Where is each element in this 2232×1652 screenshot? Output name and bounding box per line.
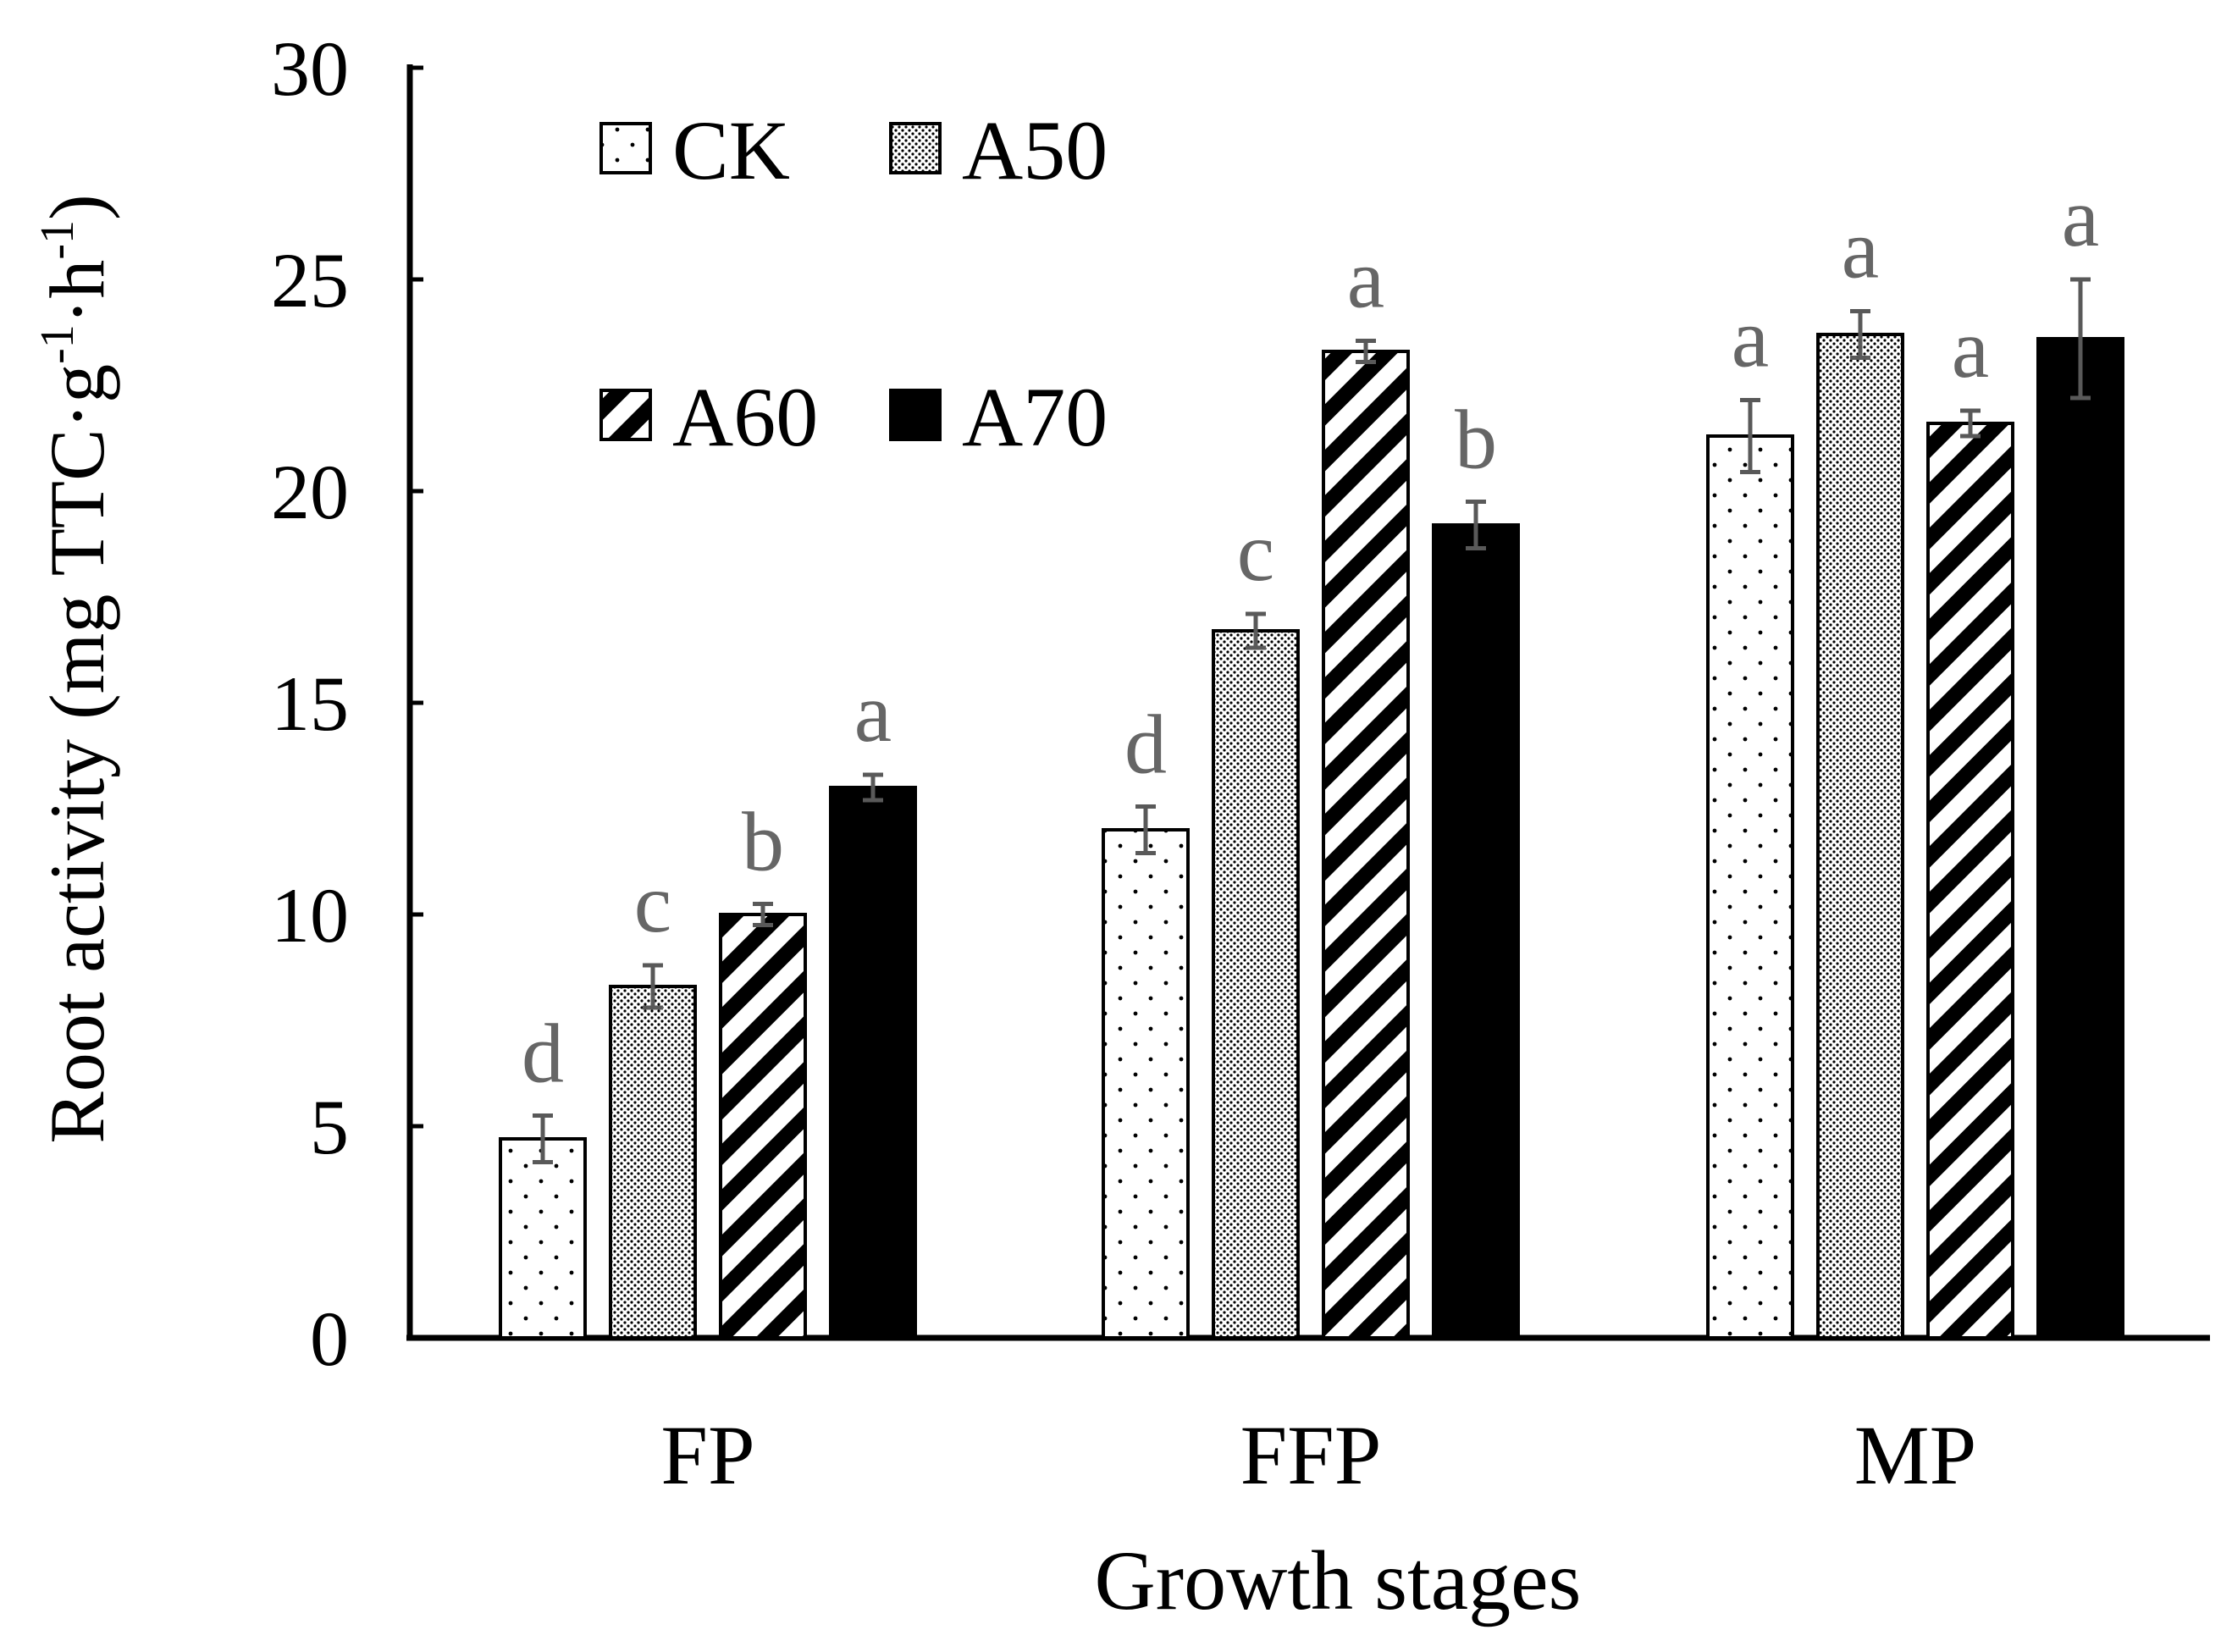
bar-a70-mp [2036, 337, 2124, 1340]
bar-a50-ffp [1212, 629, 1300, 1340]
error-bar [753, 902, 773, 927]
error-bar [1850, 309, 1870, 360]
bar-a50-fp [609, 985, 697, 1340]
x-tick-label: FP [660, 1408, 754, 1502]
x-tick-labels: FP FFP MP [660, 1408, 1976, 1502]
significance-letter: a [1952, 301, 1989, 395]
legend-label: A70 [962, 370, 1108, 464]
bar-a70-ffp [1432, 523, 1520, 1340]
legend-item-a50: A50 [889, 103, 1108, 197]
significance-letter: d [1124, 698, 1167, 792]
error-bar [1356, 339, 1376, 364]
y-tick-label: 20 [271, 449, 349, 535]
x-axis-label: Growth stages [1095, 1533, 1582, 1627]
legend-item-ck: CK [599, 103, 790, 197]
legend-swatch [889, 389, 942, 441]
bar-ck-ffp [1102, 828, 1190, 1340]
bar-a60-fp [719, 913, 807, 1340]
legend: CK A50 A60 A70 [599, 103, 1108, 464]
error-bar [1960, 408, 1981, 439]
bar-a50-mp [1816, 333, 1904, 1340]
error-bar [1740, 398, 1760, 474]
legend-item-a70: A70 [889, 370, 1108, 464]
bars [499, 333, 2124, 1340]
bar-a70-fp [829, 786, 917, 1340]
y-tick-label: 25 [271, 237, 349, 323]
y-tick-label: 0 [310, 1296, 349, 1382]
significance-letter: a [1732, 291, 1769, 385]
bar-a60-ffp [1322, 350, 1410, 1340]
significance-letter: c [634, 856, 671, 950]
legend-label: A50 [962, 103, 1108, 197]
error-bar [863, 772, 883, 803]
legend-swatch [889, 122, 942, 174]
error-bar [1135, 804, 1156, 855]
error-bars [533, 277, 2091, 1164]
y-tick-label: 15 [271, 660, 349, 747]
error-bar [1246, 611, 1266, 650]
x-tick-label: FFP [1240, 1408, 1382, 1502]
legend-swatch [599, 122, 652, 174]
significance-letter: a [854, 666, 892, 760]
y-tick-label: 5 [310, 1084, 349, 1170]
y-tick-label: 10 [271, 872, 349, 959]
legend-item-a60: A60 [599, 370, 818, 464]
y-axis-label: Root activity (mg TTC·g-1·h-1) [31, 194, 120, 1143]
significance-letter: b [1455, 393, 1497, 487]
legend-swatch [599, 389, 652, 441]
error-bar [643, 963, 663, 1010]
error-bar [1466, 500, 1486, 550]
error-bar [2070, 277, 2091, 401]
significance-letter: c [1237, 505, 1274, 599]
bar-ck-fp [499, 1137, 587, 1340]
axes: 0 5 10 15 20 25 30 [271, 25, 2210, 1382]
significance-letter: a [2062, 170, 2099, 264]
error-bar [533, 1113, 553, 1164]
significance-letter: a [1842, 202, 1879, 296]
significance-letter: a [1347, 232, 1384, 326]
legend-label: CK [672, 103, 790, 197]
y-ticks: 0 5 10 15 20 25 30 [271, 25, 423, 1382]
x-tick-label: MP [1854, 1408, 1977, 1502]
y-tick-label: 30 [271, 25, 349, 112]
legend-label: A60 [672, 370, 818, 464]
significance-letter: d [522, 1007, 564, 1101]
bar-ck-mp [1706, 434, 1794, 1340]
bar-a60-mp [1926, 422, 2014, 1340]
significance-letter: b [742, 795, 784, 889]
